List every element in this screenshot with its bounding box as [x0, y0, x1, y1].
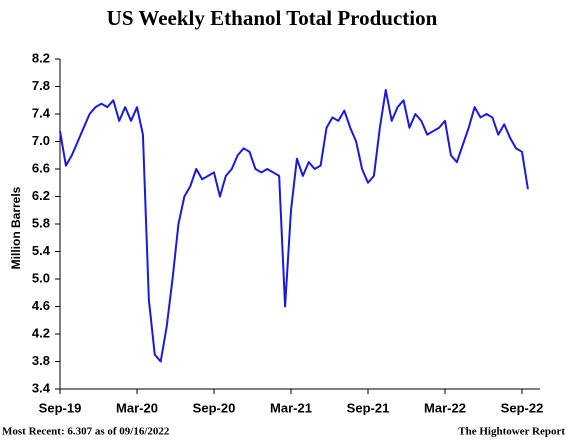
- footer-right: The Hightower Report: [458, 426, 565, 438]
- x-tick-label: Sep-21: [347, 400, 390, 415]
- x-tick-label: Mar-21: [270, 400, 312, 415]
- y-tick-label: 5.0: [32, 270, 50, 285]
- y-tick-label: 3.8: [32, 353, 50, 368]
- y-tick-label: 6.2: [32, 188, 50, 203]
- footer-left: Most Recent: 6.307 as of 09/16/2022: [2, 426, 170, 438]
- y-tick-label: 3.4: [32, 380, 51, 395]
- y-tick-label: 6.6: [32, 160, 50, 175]
- y-tick-label: 8.2: [32, 50, 50, 65]
- x-tick-label: Sep-22: [501, 400, 544, 415]
- y-tick-label: 5.4: [32, 243, 51, 258]
- y-tick-label: 4.2: [32, 325, 50, 340]
- y-axis-label: Million Barrels: [9, 186, 23, 269]
- x-tick-label: Sep-19: [39, 400, 82, 415]
- y-tick-label: 7.0: [32, 133, 50, 148]
- chart-title: US Weekly Ethanol Total Production: [107, 6, 438, 30]
- x-tick-label: Mar-22: [424, 400, 466, 415]
- data-line: [59, 88, 529, 363]
- x-tick-label: Mar-20: [116, 400, 158, 415]
- y-tick-label: 7.4: [32, 105, 51, 120]
- y-tick-label: 4.6: [32, 298, 50, 313]
- y-tick-label: 5.8: [32, 215, 50, 230]
- y-tick-label: 7.8: [32, 78, 50, 93]
- x-tick-label: Sep-20: [193, 400, 236, 415]
